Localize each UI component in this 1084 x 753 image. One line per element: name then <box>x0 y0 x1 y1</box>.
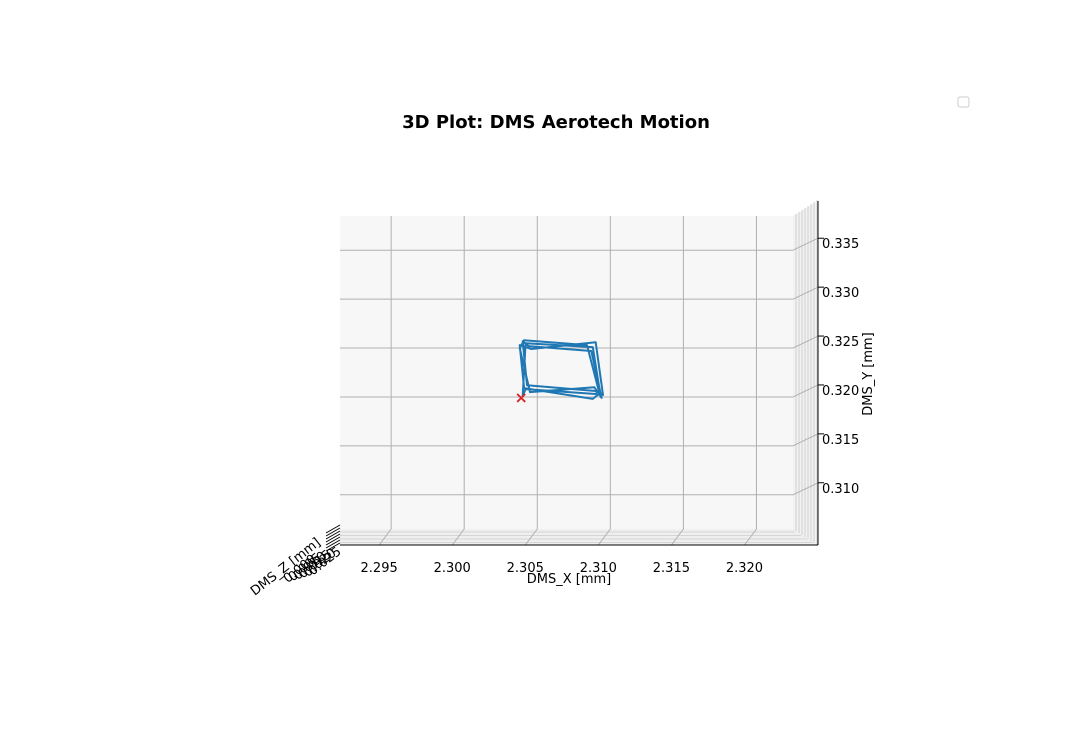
series-path <box>518 339 604 400</box>
x-floor-grid-line <box>671 528 684 546</box>
y-tick-label: 0.315 <box>822 433 859 448</box>
z-tick-mark <box>325 542 341 552</box>
z-tick-mark <box>325 527 341 537</box>
x-tick-label: 2.320 <box>726 561 763 576</box>
z-tick-mark <box>325 536 341 546</box>
grid-lines <box>340 216 819 546</box>
x-floor-grid-line <box>524 528 538 546</box>
y-tick-label: 0.330 <box>822 286 859 301</box>
x-tick-label: 2.315 <box>653 561 690 576</box>
y-side-grid-line <box>792 482 819 496</box>
z-tick-mark <box>325 533 341 543</box>
plot-3d-axes: 2.295 2.300 2.305 2.310 2.315 2.320 0.310 0.315… <box>281 200 859 587</box>
z-tick-mark <box>325 530 341 540</box>
y-side-grid-line <box>792 286 819 300</box>
y-side-grid-line <box>792 433 819 447</box>
x-floor-grid-line <box>451 528 465 546</box>
y-axis-label: DMS_Y [mm] <box>861 332 876 416</box>
x-floor-grid-line <box>744 528 757 546</box>
start-marker-stroke <box>516 393 526 403</box>
x-floor-grid-line <box>378 528 392 546</box>
side-pane-lines <box>340 200 818 545</box>
z-tick-mark <box>325 539 341 549</box>
z-tick-mark <box>325 524 341 534</box>
x-axis-label: DMS_X [mm] <box>527 572 612 587</box>
y-side-grid-line <box>792 384 819 398</box>
y-tick-label: 0.310 <box>822 482 859 497</box>
x-tick-label: 2.295 <box>361 561 398 576</box>
y-side-grid-line <box>792 335 819 349</box>
x-tick-label: 2.305 <box>507 561 544 576</box>
x-tick-label: 2.310 <box>580 561 617 576</box>
back-pane <box>340 216 793 529</box>
chart-title: 3D Plot: DMS Aerotech Motion <box>402 112 710 133</box>
y-tick-label: 0.325 <box>822 335 859 350</box>
y-tick-label: 0.320 <box>822 384 859 399</box>
series-layer <box>516 339 604 403</box>
y-side-grid-line <box>792 237 819 251</box>
floor-pane <box>340 529 818 545</box>
x-tick-label: 2.300 <box>434 561 471 576</box>
y-tick-label: 0.335 <box>822 237 859 252</box>
x-floor-grid-line <box>597 528 611 546</box>
tick-marks: 2.295 2.300 2.305 2.310 2.315 2.320 0.310 0.315… <box>361 237 860 576</box>
legend-box <box>957 96 970 108</box>
